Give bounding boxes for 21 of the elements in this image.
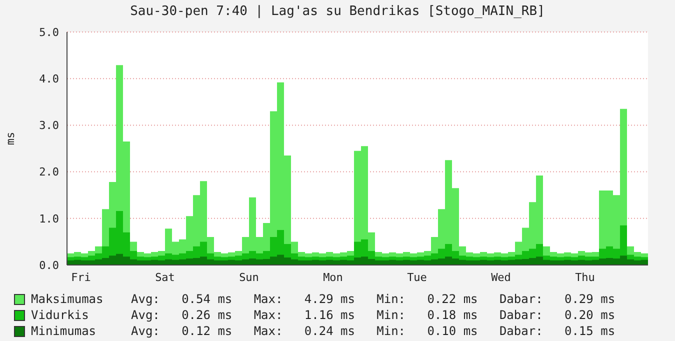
legend-label: Maksimumas bbox=[31, 292, 104, 306]
y-tick-label: 0.0 bbox=[39, 258, 59, 272]
y-tick-label: 1.0 bbox=[39, 212, 59, 226]
x-tick-label: Fri bbox=[71, 270, 91, 284]
y-tick-label: 5.0 bbox=[39, 26, 59, 39]
legend-label: Vidurkis bbox=[31, 308, 90, 322]
x-tick-label: Wed bbox=[491, 270, 511, 284]
legend-label: Minimumas bbox=[31, 324, 98, 338]
x-tick-label: Tue bbox=[407, 270, 427, 284]
x-tick-label: Sat bbox=[155, 270, 175, 284]
text: Avg: 0.12 ms Max: 0.24 ms Min: 0.10 ms Dabar: 0.15 ms bbox=[131, 324, 616, 338]
x-tick-label: Sun bbox=[239, 270, 259, 284]
x-tick-label: Thu bbox=[575, 270, 595, 284]
chart-title: Sau-30-pen 7:40 | Lag'as su Bendrikas [Stogo_MAIN_RB] bbox=[129, 3, 546, 21]
y-tick-label: 3.0 bbox=[39, 119, 59, 132]
text: Avg: 0.54 ms Max: 4.29 ms Min: 0.22 ms Dabar: 0.29 ms bbox=[131, 292, 616, 306]
y-tick-label: 4.0 bbox=[39, 72, 59, 86]
x-tick-label: Mon bbox=[323, 270, 343, 284]
y-axis-title: ms bbox=[4, 132, 18, 146]
y-tick-label: 2.0 bbox=[39, 166, 59, 179]
text: Avg: 0.26 ms Max: 1.16 ms Min: 0.18 ms Dabar: 0.20 ms bbox=[131, 308, 616, 322]
